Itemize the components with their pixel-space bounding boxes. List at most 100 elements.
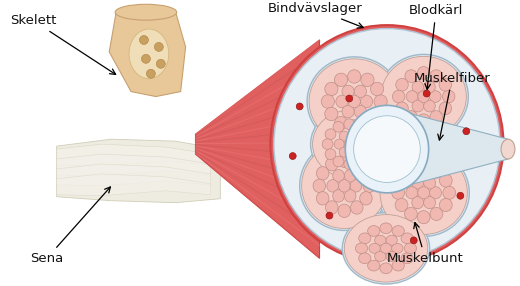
- Ellipse shape: [368, 260, 380, 271]
- Ellipse shape: [350, 158, 363, 171]
- Ellipse shape: [348, 95, 360, 108]
- Ellipse shape: [405, 243, 417, 254]
- Ellipse shape: [334, 73, 348, 87]
- Ellipse shape: [374, 95, 387, 108]
- Ellipse shape: [342, 212, 430, 284]
- Ellipse shape: [350, 180, 362, 192]
- Ellipse shape: [374, 251, 386, 261]
- Ellipse shape: [417, 211, 430, 224]
- Ellipse shape: [313, 179, 326, 192]
- Ellipse shape: [439, 174, 452, 187]
- Ellipse shape: [316, 167, 329, 180]
- Text: Sena: Sena: [30, 187, 110, 265]
- Ellipse shape: [406, 91, 418, 102]
- Ellipse shape: [338, 154, 350, 168]
- Ellipse shape: [430, 91, 441, 102]
- Ellipse shape: [325, 129, 336, 140]
- Ellipse shape: [321, 95, 334, 108]
- Ellipse shape: [270, 25, 503, 263]
- Ellipse shape: [342, 105, 354, 118]
- Ellipse shape: [362, 149, 373, 160]
- Ellipse shape: [316, 192, 329, 205]
- Ellipse shape: [379, 54, 469, 139]
- Ellipse shape: [424, 81, 435, 93]
- Ellipse shape: [369, 243, 380, 253]
- Ellipse shape: [405, 111, 418, 123]
- Ellipse shape: [339, 180, 350, 192]
- Ellipse shape: [430, 187, 441, 199]
- Ellipse shape: [349, 147, 359, 157]
- Ellipse shape: [327, 180, 339, 192]
- Ellipse shape: [355, 122, 366, 132]
- Ellipse shape: [325, 107, 338, 121]
- Ellipse shape: [395, 174, 408, 187]
- Circle shape: [139, 35, 148, 44]
- Ellipse shape: [393, 90, 405, 103]
- Ellipse shape: [339, 147, 349, 157]
- Ellipse shape: [326, 158, 338, 171]
- Ellipse shape: [386, 251, 397, 261]
- Ellipse shape: [350, 201, 363, 214]
- Ellipse shape: [348, 120, 361, 133]
- Text: Skelett: Skelett: [10, 14, 115, 74]
- Ellipse shape: [363, 179, 375, 192]
- Ellipse shape: [354, 139, 365, 149]
- Ellipse shape: [333, 122, 344, 132]
- Ellipse shape: [380, 151, 467, 235]
- Ellipse shape: [380, 263, 392, 274]
- Circle shape: [410, 237, 417, 244]
- Ellipse shape: [380, 223, 392, 234]
- Ellipse shape: [336, 95, 348, 108]
- Ellipse shape: [443, 186, 456, 199]
- Ellipse shape: [424, 196, 436, 209]
- Circle shape: [346, 95, 353, 102]
- Ellipse shape: [378, 149, 470, 237]
- Ellipse shape: [386, 235, 397, 245]
- Ellipse shape: [374, 235, 386, 245]
- Text: Muskelbunt: Muskelbunt: [387, 223, 464, 265]
- Ellipse shape: [354, 85, 367, 98]
- Ellipse shape: [412, 177, 424, 189]
- Ellipse shape: [406, 187, 418, 199]
- Ellipse shape: [501, 139, 515, 159]
- Polygon shape: [109, 12, 186, 97]
- Ellipse shape: [430, 70, 443, 82]
- Circle shape: [463, 128, 470, 135]
- Ellipse shape: [370, 82, 384, 96]
- Ellipse shape: [366, 139, 376, 150]
- Ellipse shape: [412, 196, 424, 209]
- Ellipse shape: [339, 131, 349, 141]
- Ellipse shape: [412, 100, 424, 112]
- Ellipse shape: [325, 149, 336, 160]
- Ellipse shape: [392, 243, 403, 253]
- Ellipse shape: [405, 70, 418, 82]
- Ellipse shape: [381, 56, 466, 137]
- Ellipse shape: [439, 78, 451, 91]
- Ellipse shape: [418, 187, 430, 199]
- Ellipse shape: [424, 177, 436, 189]
- Ellipse shape: [355, 156, 366, 167]
- Circle shape: [141, 54, 150, 63]
- Ellipse shape: [418, 114, 430, 126]
- Circle shape: [147, 69, 155, 78]
- Ellipse shape: [439, 102, 451, 115]
- Ellipse shape: [405, 207, 417, 221]
- Ellipse shape: [344, 159, 355, 170]
- Ellipse shape: [401, 253, 413, 264]
- Ellipse shape: [396, 78, 408, 91]
- Ellipse shape: [356, 243, 368, 254]
- Ellipse shape: [362, 129, 373, 140]
- Circle shape: [423, 90, 430, 97]
- Ellipse shape: [370, 107, 384, 121]
- Ellipse shape: [333, 170, 344, 182]
- Ellipse shape: [300, 141, 389, 231]
- Ellipse shape: [430, 165, 443, 178]
- Polygon shape: [57, 164, 211, 186]
- Circle shape: [157, 59, 165, 68]
- Circle shape: [326, 212, 333, 219]
- Ellipse shape: [396, 102, 408, 115]
- Ellipse shape: [401, 233, 413, 244]
- Ellipse shape: [395, 198, 408, 212]
- Ellipse shape: [322, 139, 333, 150]
- Ellipse shape: [342, 85, 354, 98]
